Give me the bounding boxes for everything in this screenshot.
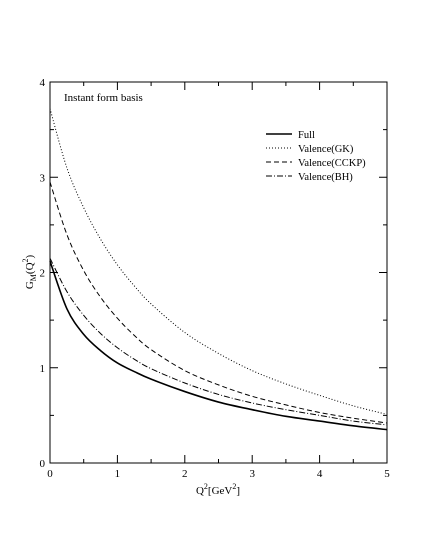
y-tick-label: 3 (40, 172, 46, 184)
x-axis-title-sup2: 2 (232, 482, 236, 491)
series-lines (49, 108, 388, 431)
legend-label-full: Full (298, 130, 315, 141)
y-axis-title-sup: 2 (21, 258, 30, 262)
x-tick-label: 1 (115, 468, 121, 480)
ticks (49, 81, 388, 464)
x-axis-title-main: Q (196, 485, 204, 497)
y-axis-title-main: G (24, 281, 36, 289)
series-line-valence-bh (49, 257, 388, 426)
plot-frame (49, 81, 388, 464)
svg-text:GM(Q2): GM(Q2) (21, 254, 38, 289)
tick-labels: 0 1 2 3 4 5 0 1 2 3 4 (40, 77, 391, 480)
x-tick-label: 3 (249, 468, 255, 480)
y-axis-title: GM(Q2) (21, 254, 38, 289)
x-axis-title: Q2[GeV2] (196, 482, 240, 497)
x-tick-label: 4 (317, 468, 323, 480)
legend-label-valence-bh: Valence(BH) (298, 172, 353, 183)
x-tick-label: 0 (47, 468, 53, 480)
y-tick-label: 4 (40, 77, 46, 89)
y-tick-label: 1 (40, 363, 46, 375)
y-tick-label: 2 (40, 268, 46, 280)
legend-label-valence-gk: Valence(GK) (298, 144, 354, 155)
x-axis-title-end: ] (236, 485, 240, 497)
series-line-full (49, 260, 388, 431)
x-axis-title-mid: [GeV (208, 485, 232, 497)
y-axis-title-end: ) (24, 254, 36, 258)
x-tick-label: 2 (182, 468, 188, 480)
y-axis-title-rest: (Q (24, 262, 36, 274)
y-axis-title-sub: M (29, 274, 38, 281)
legend: Full Valence(GK) Valence(CCKP) Valence(BH) (266, 130, 366, 183)
annotation-text: Instant form basis (64, 92, 143, 104)
legend-label-valence-cckp: Valence(CCKP) (298, 158, 366, 169)
x-tick-label: 5 (384, 468, 390, 480)
y-tick-label: 0 (40, 458, 46, 470)
svg-text:Q2[GeV2]: Q2[GeV2] (196, 482, 240, 497)
series-line-valence-cckp (49, 181, 388, 424)
x-axis-title-sup1: 2 (204, 482, 208, 491)
